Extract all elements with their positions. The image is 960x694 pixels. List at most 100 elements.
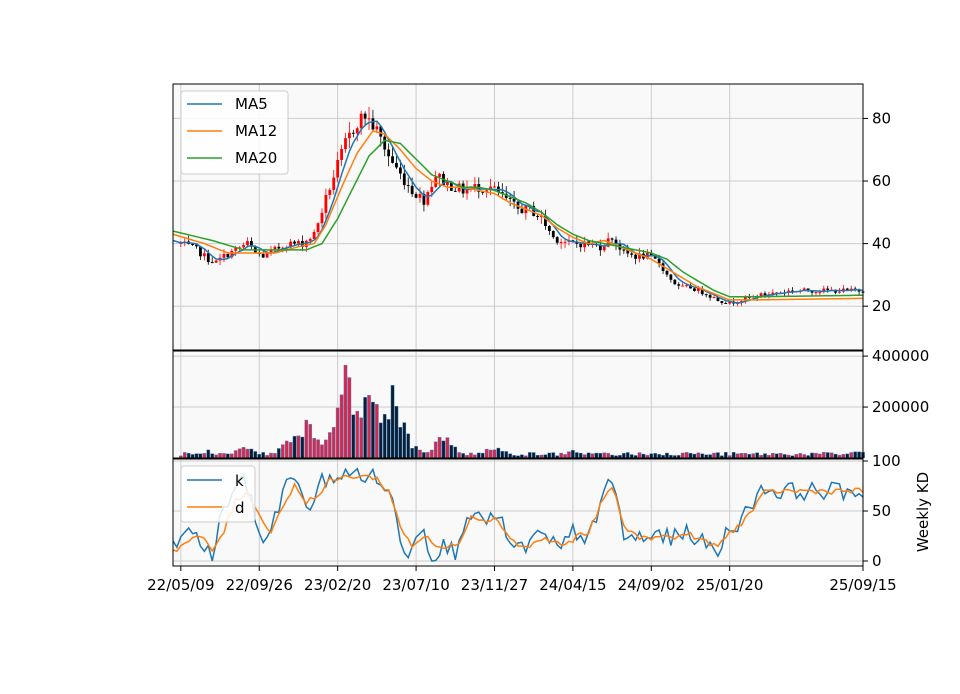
volume-bar bbox=[657, 454, 661, 459]
volume-bar bbox=[853, 451, 857, 459]
volume-bar bbox=[355, 411, 360, 459]
d-line bbox=[172, 474, 864, 553]
kd-panel-background bbox=[173, 459, 863, 566]
volume-bar bbox=[316, 439, 320, 459]
candle-body bbox=[324, 194, 328, 213]
volume-bar bbox=[629, 454, 634, 459]
volume-bar bbox=[378, 422, 383, 459]
volume-bar bbox=[641, 453, 646, 459]
candle-body bbox=[728, 301, 732, 304]
volume-bar bbox=[312, 438, 316, 459]
candle-body bbox=[555, 237, 559, 243]
y-tick-label: 20 bbox=[872, 297, 891, 315]
candle-body bbox=[822, 288, 826, 293]
volume-bar bbox=[249, 448, 254, 459]
x-tick-label: 24/09/02 bbox=[618, 576, 685, 594]
candle-body bbox=[214, 260, 218, 263]
volume-bar bbox=[531, 452, 536, 459]
volume-bar bbox=[653, 453, 658, 459]
candle-body bbox=[602, 246, 606, 251]
candle-body bbox=[269, 249, 273, 253]
candle-body bbox=[818, 292, 822, 294]
volume-bar bbox=[692, 453, 697, 459]
candle-body bbox=[195, 244, 198, 247]
volume-bar bbox=[441, 440, 446, 459]
y-tick-label: 40 bbox=[872, 235, 891, 253]
volume-bar bbox=[194, 453, 199, 459]
volume-bar bbox=[496, 447, 501, 459]
volume-bar bbox=[571, 449, 575, 459]
volume-bar bbox=[492, 449, 497, 459]
volume-bar bbox=[637, 452, 642, 459]
x-tick-label: 25/01/20 bbox=[696, 576, 763, 594]
volume-bar bbox=[245, 448, 250, 459]
volume-bar bbox=[680, 452, 685, 459]
volume-bar bbox=[347, 377, 352, 459]
candle-body bbox=[336, 159, 340, 178]
kd-panel: 0 50 100 Weekly KD k d bbox=[172, 452, 932, 570]
candle-body bbox=[316, 223, 320, 232]
volume-panel-frame bbox=[172, 350, 864, 459]
volume-bar bbox=[500, 451, 505, 459]
x-tick-label: 23/07/10 bbox=[382, 576, 449, 594]
candle-body bbox=[391, 156, 394, 163]
volume-bar bbox=[186, 452, 191, 459]
volume-bar bbox=[343, 364, 348, 459]
volume-bar bbox=[723, 452, 728, 459]
volume-bar bbox=[484, 448, 489, 459]
volume-bar bbox=[390, 385, 395, 459]
volume-bar bbox=[202, 453, 207, 459]
candle-body bbox=[320, 212, 324, 224]
volume-bar bbox=[230, 453, 234, 459]
candle-body bbox=[657, 258, 661, 264]
volume-bar bbox=[602, 452, 607, 459]
volume-bar bbox=[743, 452, 748, 459]
candle-body bbox=[791, 290, 794, 292]
candle-body bbox=[826, 288, 830, 290]
volume-bar bbox=[433, 441, 438, 459]
volume-bar bbox=[802, 454, 806, 459]
candle-body bbox=[516, 201, 520, 209]
price-y-axis: 20 40 60 80 bbox=[863, 109, 891, 315]
volume-bar bbox=[590, 453, 595, 459]
volume-bar bbox=[261, 452, 265, 459]
candle-body bbox=[230, 250, 234, 258]
candle-body bbox=[371, 118, 375, 130]
candle-body bbox=[544, 216, 547, 227]
volume-bar bbox=[292, 436, 297, 459]
candle-body bbox=[520, 208, 524, 214]
volume-bar bbox=[833, 453, 838, 459]
candle-body bbox=[410, 185, 414, 195]
price-legend: MA5 MA12 MA20 bbox=[180, 90, 289, 175]
volume-bar bbox=[422, 452, 426, 459]
volume-bar bbox=[241, 447, 246, 459]
candle-body bbox=[191, 244, 195, 246]
volume-bar bbox=[359, 417, 363, 459]
price-panel-frame bbox=[172, 83, 864, 351]
volume-bar bbox=[857, 451, 861, 459]
volume-bar bbox=[402, 422, 407, 459]
candle-body bbox=[430, 186, 434, 193]
volume-bar bbox=[625, 452, 630, 459]
candle-body bbox=[351, 132, 355, 134]
volume-bar bbox=[273, 453, 277, 459]
candle-body bbox=[575, 241, 579, 244]
candle-body bbox=[532, 205, 536, 217]
volume-bar bbox=[794, 454, 799, 459]
volume-bar bbox=[504, 451, 509, 459]
y-tick-label: 400000 bbox=[872, 347, 929, 365]
candle-body bbox=[406, 185, 410, 187]
candle-body bbox=[210, 262, 214, 264]
volume-bar bbox=[300, 436, 305, 459]
candle-body bbox=[563, 241, 567, 243]
volume-bar bbox=[849, 452, 854, 459]
candle-body bbox=[340, 149, 343, 160]
volume-y-axis: 200000 400000 bbox=[863, 347, 929, 416]
candle-body bbox=[810, 291, 814, 293]
volume-bar bbox=[308, 424, 313, 459]
volume-bar bbox=[488, 449, 493, 459]
legend-label-ma20: MA20 bbox=[235, 149, 277, 167]
volume-bar bbox=[304, 419, 309, 459]
volume-bar bbox=[578, 452, 583, 459]
candle-body bbox=[724, 302, 728, 304]
